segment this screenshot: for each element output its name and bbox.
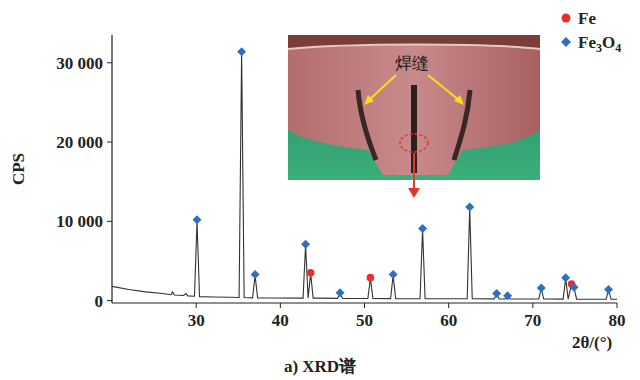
y-tick [107,142,112,143]
marker [193,215,202,224]
inset-seam [358,90,376,160]
inset-arrowhead [454,95,464,105]
inset-seam [454,90,470,160]
x-tick [364,303,365,308]
annotation: 焊缝 [395,53,429,73]
y-tick-label: 20 000 [56,133,103,152]
marker [570,283,579,292]
marker [336,288,345,297]
title: a) XRD谱 [284,357,356,376]
y-tick [107,221,112,222]
inset-rim [288,35,540,49]
legend-marker [561,37,571,47]
y-tick-label: 0 [95,292,104,311]
y-tick-label: 10 000 [56,212,103,231]
legend-label: Fe3O4 [578,33,621,55]
x-tick [532,303,533,308]
inset-arrow [368,75,396,101]
marker [503,291,512,300]
marker [389,270,398,279]
marker [237,47,246,56]
x-tick [617,303,618,308]
marker [492,289,501,298]
marker [307,269,315,277]
x-tick [280,303,281,308]
marker [604,285,613,294]
x-tick-label: 50 [356,311,373,330]
marker [367,274,375,282]
x-tick-label: 70 [524,311,541,330]
x-tick-label: 60 [440,311,457,330]
marker [251,270,260,279]
inset-photo: 焊缝 [288,35,540,198]
legend-text-part: 4 [615,41,621,55]
x-axis-label: 2θ/(°) [572,333,612,352]
x-tick [196,303,197,308]
y-tick-label: 30 000 [56,54,103,73]
y-tick [107,62,112,63]
y-tick [107,300,112,301]
y-axis-label: CPS [9,153,28,185]
y-axis [111,35,112,303]
marker [301,240,310,249]
inset-arrow [428,75,460,101]
marker [465,203,474,212]
inset-arrowhead [364,95,374,105]
legend-marker [562,14,571,23]
inset-edge [288,45,540,50]
legend-text-part: O [602,33,615,52]
legend: FeFe3O4 [561,9,621,55]
chart: 0 10 000 20 000 30 000 30 40 50 60 70 80 CPS 2θ/(°)… [0,0,640,380]
x-tick [448,303,449,308]
legend-text-part: Fe [578,9,596,28]
x-tick-label: 30 [188,311,205,330]
inset-red-arrowhead [408,188,420,198]
x-tick-label: 40 [272,311,289,330]
inset-circle [400,134,428,152]
inset-red-arrow [413,153,415,190]
marker [418,224,427,233]
legend-text-part: Fe [578,33,596,52]
legend-label: Fe [578,9,596,28]
marker [537,283,546,292]
marker [561,273,570,282]
x-tick-label: 80 [609,311,626,330]
